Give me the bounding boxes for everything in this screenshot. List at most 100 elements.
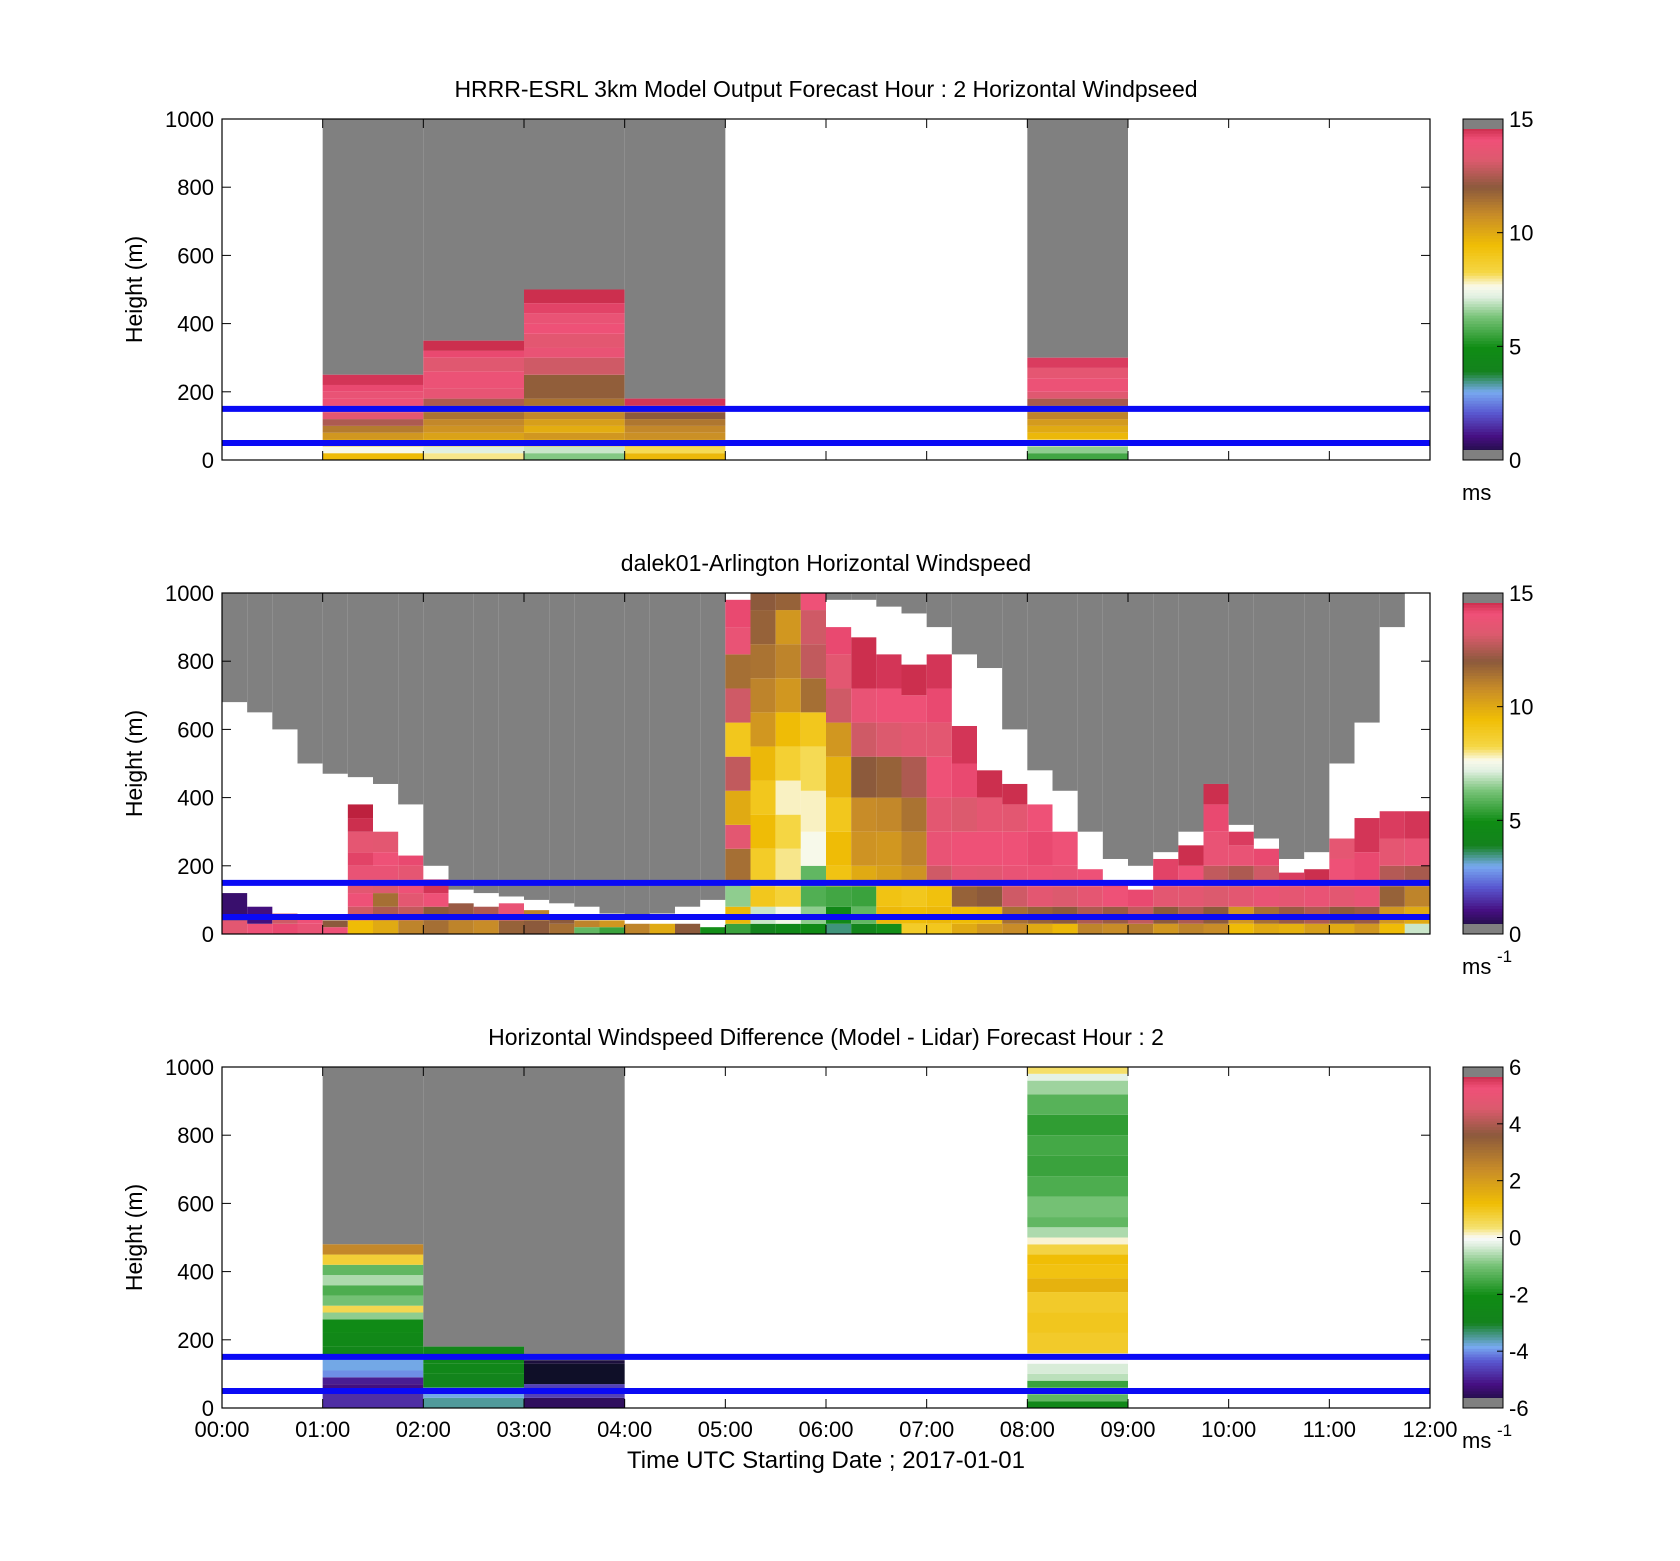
heatmap-cell	[373, 865, 399, 880]
colorbar-segment	[1463, 649, 1503, 654]
colorbar-segment	[1463, 834, 1503, 838]
data-column	[322, 593, 348, 934]
colorbar-segment	[1463, 1118, 1503, 1122]
colorbar-segment	[1463, 190, 1503, 194]
heatmap-cell	[1077, 886, 1103, 907]
heatmap-cell	[1027, 1292, 1128, 1313]
colorbar-segment	[1463, 400, 1503, 404]
colorbar-segment	[1463, 201, 1503, 205]
heatmap-cell	[876, 797, 902, 832]
heatmap-cell	[1027, 1332, 1128, 1354]
missing-data-cell	[977, 593, 1003, 669]
colorbar-segment	[1463, 380, 1503, 384]
colorbar-segment	[1463, 681, 1503, 685]
x-tick-label: 08:00	[1000, 1417, 1055, 1442]
colorbar-segment	[1463, 894, 1503, 898]
heatmap-cell	[876, 886, 902, 907]
colorbar-segment	[1463, 664, 1503, 668]
colorbar-segment	[1463, 320, 1503, 325]
heatmap-cell	[1404, 886, 1430, 907]
colorbar-segment	[1463, 672, 1503, 676]
heatmap-cell	[322, 1346, 424, 1357]
heatmap-cell	[322, 920, 348, 928]
heatmap-cell	[926, 923, 952, 934]
panel-title: dalek01-Arlington Horizontal Windspeed	[621, 550, 1031, 576]
heatmap-cell	[322, 1377, 424, 1385]
colorbar-tick-label: 15	[1509, 107, 1533, 132]
heatmap-cell	[347, 852, 373, 866]
heatmap-cell	[524, 419, 625, 426]
colorbar-segment	[1463, 1200, 1503, 1204]
y-tick-label: 200	[177, 1328, 214, 1353]
colorbar-segment	[1463, 1078, 1503, 1082]
colorbar-segment	[1463, 1155, 1503, 1159]
missing-data-cell	[926, 593, 952, 628]
colorbar-segment	[1463, 860, 1503, 864]
heatmap-cell	[725, 824, 751, 849]
heatmap-cell	[926, 797, 952, 832]
heatmap-cell	[1329, 886, 1355, 907]
colorbar-segment	[1463, 1172, 1503, 1176]
colorbar-segment	[1463, 661, 1503, 665]
panel-3: 00:00 01:00 02:00 03:00 04:00 05:00 06:00 07:00…	[121, 1024, 1529, 1453]
heatmap-cell	[322, 1254, 424, 1265]
heatmap-cell	[624, 453, 726, 460]
colorbar-segment	[1463, 1260, 1503, 1264]
colorbar-segment	[1463, 423, 1503, 427]
colorbar-segment	[1463, 828, 1503, 833]
heatmap-cell	[347, 865, 373, 880]
heatmap-cell	[524, 323, 625, 334]
colorbar-segment	[1463, 255, 1503, 259]
colorbar-segment	[1463, 371, 1503, 376]
colorbar-segment	[1463, 882, 1503, 887]
panel-title: Horizontal Windspeed Difference (Model -…	[488, 1024, 1164, 1050]
colorbar-segment	[1463, 187, 1503, 191]
colorbar-segment	[1463, 1183, 1503, 1187]
colorbar-segment	[1463, 1325, 1503, 1329]
heatmap-cell	[951, 886, 977, 907]
colorbar-segment	[1463, 612, 1503, 617]
colorbar-segment	[1463, 1263, 1503, 1267]
colorbar-segment	[1463, 138, 1503, 143]
colorbar-tick-label: 0	[1509, 448, 1521, 473]
y-tick-label: 400	[177, 1260, 214, 1285]
data-column	[247, 593, 273, 934]
heatmap-cell	[1203, 804, 1229, 832]
heatmap-cell	[775, 644, 801, 679]
colorbar-segment	[1463, 794, 1503, 799]
heatmap-cell	[322, 1319, 424, 1333]
colorbar-segment	[1463, 891, 1503, 895]
colorbar-segment	[1463, 806, 1503, 810]
heatmap-cell	[951, 797, 977, 832]
y-tick-label: 800	[177, 1123, 214, 1148]
heatmap-cell	[322, 446, 424, 454]
heatmap-cell	[851, 688, 877, 723]
heatmap-cell	[423, 371, 524, 389]
data-column	[1002, 593, 1028, 934]
y-tick-label: 400	[177, 312, 214, 337]
colorbar-segment	[1463, 431, 1503, 435]
y-tick-label: 600	[177, 1191, 214, 1216]
data-column	[624, 119, 726, 460]
heatmap-cell	[926, 688, 952, 723]
colorbar-segment	[1463, 916, 1503, 921]
colorbar-segment	[1463, 377, 1503, 381]
heatmap-cell	[1027, 831, 1053, 866]
heatmap-cell	[800, 610, 826, 645]
data-column	[1253, 593, 1279, 934]
colorbar-cap-top	[1463, 593, 1503, 603]
heatmap-cell	[876, 923, 902, 934]
colorbar-segment	[1463, 905, 1503, 909]
colorbar-segment	[1463, 241, 1503, 245]
heatmap-cell	[1027, 1244, 1128, 1255]
colorbar-segment	[1463, 397, 1503, 401]
heatmap-cell	[524, 1360, 625, 1364]
heatmap-cell	[347, 920, 373, 934]
heatmap-cell	[574, 927, 600, 934]
colorbar-segment	[1463, 1098, 1503, 1102]
colorbar-segment	[1463, 1112, 1503, 1116]
colorbar-segment	[1463, 127, 1503, 131]
heatmap-cell	[1027, 1217, 1128, 1228]
heatmap-cell	[423, 388, 524, 399]
colorbar-segment	[1463, 235, 1503, 239]
